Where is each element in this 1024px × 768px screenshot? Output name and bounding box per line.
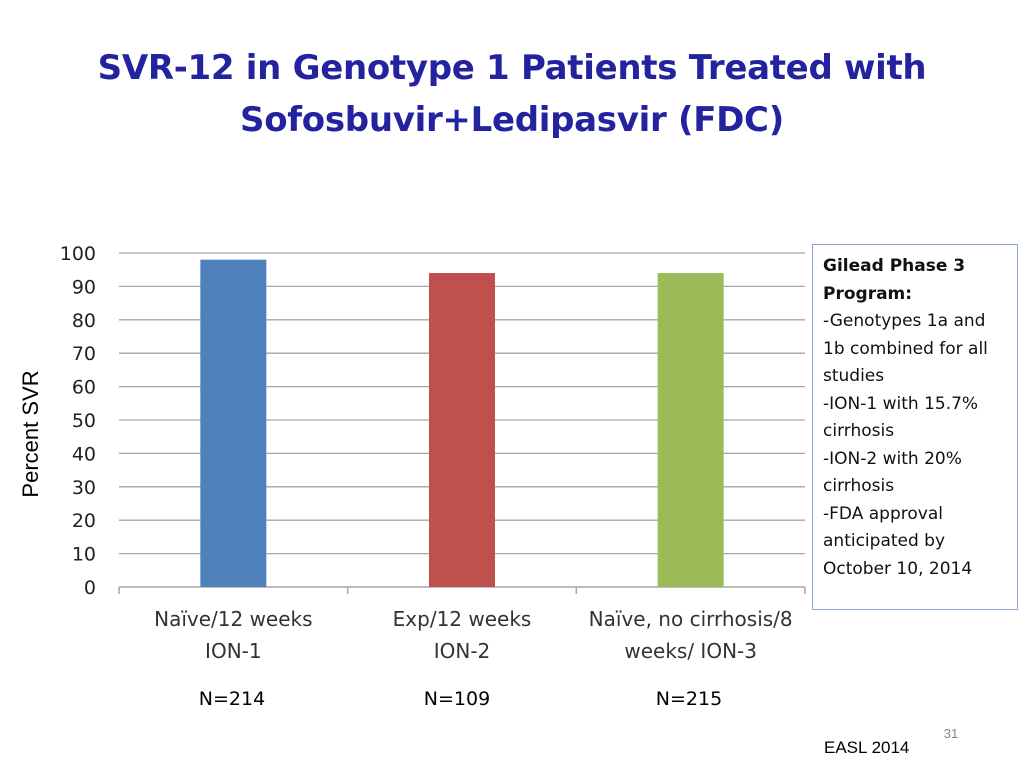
note-line: October 10, 2014 [823,558,973,579]
bar [429,273,495,587]
x-tick-label: weeks/ ION-3 [624,639,757,663]
y-axis-label: Percent SVR [18,370,43,498]
sample-size-ion-3: N=215 [655,688,723,710]
note-line: anticipated by [823,531,946,551]
note-line: cirrhosis [823,476,895,496]
bar [200,259,267,587]
title-line-2: Sofosbuvir+Ledipasvir (FDC) [240,100,784,140]
note-line: -ION-1 with 15.7% [823,393,979,414]
y-tick-label: 0 [84,577,96,599]
y-tick-label: 10 [72,544,96,566]
y-tick-label: 80 [72,310,96,332]
y-tick-label: 60 [72,377,96,399]
note-line: -ION-2 with 20% [823,448,962,469]
program-note-box: Gilead Phase 3 Program: -Genotypes 1a an… [812,244,1018,610]
x-tick-label: Exp/12 weeks [393,607,532,631]
note-line: -Genotypes 1a and [823,311,986,331]
note-line: cirrhosis [823,421,895,441]
x-tick-label: ION-2 [434,639,491,663]
source-citation: EASL 2014 [824,738,910,757]
x-tick-label: Naïve, no cirrhosis/8 [589,607,793,631]
y-tick-label: 20 [72,510,96,532]
y-tick-label: 50 [72,410,96,432]
note-heading-line-2: Program: [823,283,913,304]
y-tick-label: 30 [72,477,96,499]
y-tick-label: 40 [72,443,96,465]
note-line: 1b combined for all [823,338,988,359]
y-tick-label: 100 [60,243,96,265]
sample-size-ion-1: N=214 [198,688,266,710]
note-line: -FDA approval [823,503,943,524]
sample-size-ion-2: N=109 [423,688,491,710]
x-tick-label: ION-1 [205,639,262,663]
note-line: studies [823,366,885,386]
title-line-1: SVR-12 in Genotype 1 Patients Treated wi… [97,48,927,88]
page-number: 31 [943,726,959,741]
y-tick-label: 90 [72,276,96,298]
y-tick-label: 70 [72,343,96,365]
bar [657,273,724,587]
x-tick-label: Naïve/12 weeks [154,607,312,631]
slide-title: SVR-12 in Genotype 1 Patients Treated wi… [60,42,964,146]
note-heading-line-1: Gilead Phase 3 [823,256,966,276]
